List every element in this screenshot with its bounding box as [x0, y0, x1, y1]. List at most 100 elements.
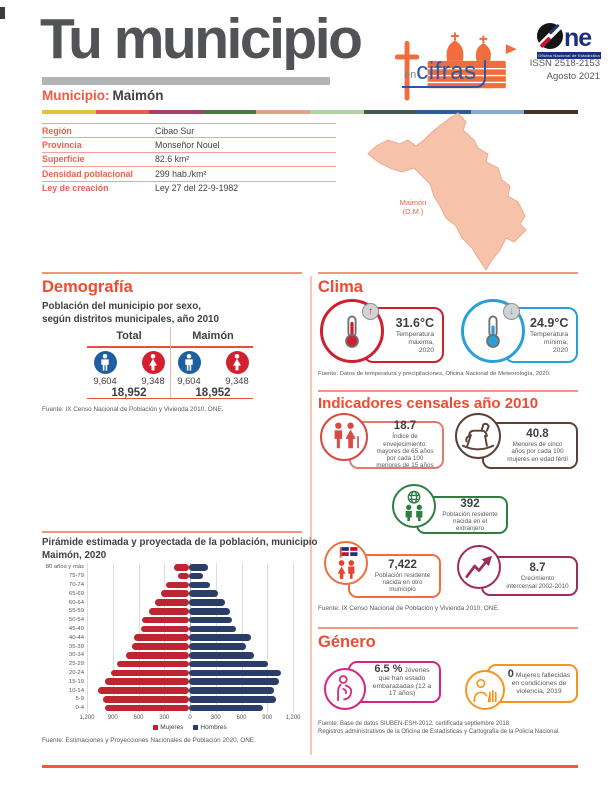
- under-five-label: Menores de cinco años por cada 100 mujer…: [507, 441, 568, 463]
- demografia-title: Demografía: [42, 278, 133, 296]
- stripe-segment: [470, 110, 525, 114]
- publication-date: Agosto 2021: [546, 71, 600, 82]
- pyramid-row: 10-14: [42, 686, 294, 695]
- flag-people-icon: [324, 541, 368, 585]
- bar-hombres: [189, 581, 210, 589]
- temp-max-value: 31.6°C: [395, 316, 434, 330]
- pyramid-x-tick: 1,200: [285, 714, 301, 721]
- bar-hombres: [189, 652, 254, 659]
- pyramid-row: 20-24: [42, 669, 294, 678]
- bar-mujeres: [131, 643, 189, 650]
- intercensal-growth-value: 8.7: [529, 562, 546, 575]
- pregnant-woman-icon: [324, 668, 366, 710]
- legend-item: Hombres: [193, 724, 227, 731]
- legend-item: Mujeres: [153, 724, 183, 731]
- info-row: Densidad poblacional 299 hab./km²: [42, 167, 336, 182]
- bar-mujeres: [149, 608, 189, 615]
- age-group-label: 5-9: [75, 696, 84, 703]
- under-five-value: 40.8: [526, 428, 549, 441]
- woman-violence-icon: [465, 670, 505, 710]
- intercensal-growth-label: Crecimiento intercensal 2002-2010: [506, 575, 569, 590]
- other-municipality-value: 7,422: [388, 558, 417, 571]
- thermometer-min-icon: ↓: [461, 299, 525, 363]
- pyramid-row: 5-9: [42, 695, 294, 704]
- divider-genero: [318, 627, 578, 629]
- bar-hombres: [189, 696, 276, 703]
- color-stripe: [42, 110, 578, 114]
- one-circle-icon: [536, 22, 564, 55]
- municipio-name: Maimón: [112, 88, 164, 103]
- bar-hombres: [189, 625, 236, 633]
- info-value: 299 hab./km²: [155, 168, 207, 179]
- info-row: Ley de creación Ley 27 del 22-9-1982: [42, 182, 336, 195]
- genero-title: Género: [318, 633, 376, 651]
- piramide-fuente: Fuente: Estimaciones y Proyecciones Naci…: [42, 737, 256, 744]
- male-icon: [177, 351, 201, 374]
- bar-hombres: [189, 599, 225, 606]
- pyramid-row: 30-34: [42, 651, 294, 660]
- demografia-total: 18,952: [111, 387, 147, 399]
- age-group-label: 45-49: [68, 625, 84, 632]
- demografia-table: Total 9,604 9,348 18,952 Maimón 9,604 9,348 18,…: [87, 327, 253, 399]
- divider-clima: [318, 272, 578, 274]
- bar-mujeres: [134, 634, 189, 642]
- genero-fuente-line1: Fuente: Base de datos SIUBEN-ESH-2012, c…: [318, 721, 511, 727]
- age-group-label: 80 años y más: [45, 564, 84, 571]
- clima-fuente: Fuente: Datos de temperatura y precipita…: [318, 371, 551, 377]
- stripe-segment: [202, 110, 257, 114]
- bar-mujeres: [98, 687, 189, 694]
- pyramid-x-tick: 300: [210, 714, 221, 721]
- bar-mujeres: [111, 669, 189, 677]
- bar-mujeres: [174, 564, 189, 571]
- en-cifras-logo: en cifras: [402, 60, 486, 88]
- bar-mujeres: [160, 590, 189, 598]
- aging-index-label: Índice de envejecimiento: mayores de 65 …: [376, 433, 434, 470]
- map-shape: [367, 112, 527, 271]
- genero-fuente: Fuente: Base de datos SIUBEN-ESH-2012, c…: [318, 721, 586, 736]
- divider-demografia: [42, 272, 302, 274]
- municipality-map: Maimón (D.M.): [350, 110, 570, 275]
- bar-hombres: [189, 634, 251, 642]
- demografia-groups: Total 9,604 9,348 18,952 Maimón 9,604 9,348 18,…: [87, 329, 253, 399]
- bar-hombres: [189, 669, 281, 677]
- temp-min-value: 24.9°C: [530, 316, 569, 330]
- demografia-column-header: Maimón: [192, 330, 234, 342]
- info-label: Región: [42, 125, 72, 136]
- male-count: 9,604: [87, 351, 123, 386]
- pyramid-x-tick: 600: [236, 714, 247, 721]
- pyramid-legend: Mujeres Hombres: [87, 724, 293, 731]
- divider-indicadores: [318, 390, 578, 392]
- population-pyramid: 80 años y más 75-79 70-74 65-69 60-64 55-59 50…: [42, 563, 301, 731]
- demografia-group: Total 9,604 9,348 18,952: [87, 329, 171, 399]
- femicide-label: Mujeres fallecidas en condiciones de vio…: [511, 672, 571, 695]
- demografia-column-divider: [170, 327, 171, 399]
- demografia-total: 18,952: [195, 387, 231, 399]
- age-group-label: 40-44: [68, 634, 84, 641]
- globe-people-icon: [392, 484, 436, 528]
- bar-mujeres: [104, 704, 189, 712]
- age-group-label: 30-34: [68, 652, 84, 659]
- stripe-segment: [417, 110, 471, 114]
- age-group-label: 75-79: [68, 573, 84, 580]
- age-group-label: 20-24: [68, 669, 84, 676]
- stripe-segment: [309, 110, 364, 114]
- male-icon: [93, 351, 117, 374]
- info-label: Ley de creación: [42, 183, 109, 194]
- cifras-text: cifras: [416, 58, 477, 85]
- bar-hombres: [189, 616, 233, 624]
- pyramid-row: 60-64: [42, 598, 294, 607]
- bar-mujeres: [166, 581, 189, 589]
- stripe-segment: [363, 110, 418, 114]
- pyramid-plot: 80 años y más 75-79 70-74 65-69 60-64 55-59 50…: [42, 563, 294, 713]
- info-label: Densidad poblacional: [42, 168, 133, 179]
- other-municipality-label: Población residente nacida en otro munic…: [374, 571, 431, 594]
- stripe-segment: [149, 110, 203, 114]
- age-group-label: 60-64: [68, 599, 84, 606]
- clima-title: Clima: [318, 278, 363, 296]
- age-group-label: 0-4: [75, 705, 84, 712]
- bar-mujeres: [177, 572, 189, 580]
- en-text: en: [404, 69, 417, 81]
- aging-index-value: 18.7: [393, 420, 417, 433]
- bar-mujeres: [141, 625, 189, 633]
- map-label: Maimón (D.M.): [399, 198, 427, 216]
